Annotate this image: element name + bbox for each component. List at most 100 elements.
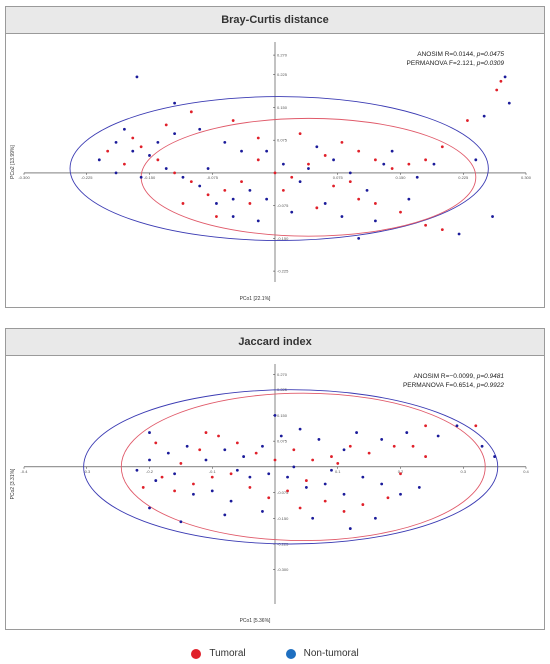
jaccard-title: Jaccard index <box>6 329 544 356</box>
bray-curtis-point-tumoral <box>248 202 252 205</box>
jaccard-point-tumoral <box>424 455 427 458</box>
bray-curtis-point-tumoral <box>348 180 352 184</box>
jaccard-point-non-tumoral <box>204 458 208 462</box>
jaccard-point-tumoral <box>292 448 296 452</box>
jaccard-point-tumoral <box>267 496 271 500</box>
jaccard-point-non-tumoral <box>279 434 283 438</box>
bray-curtis-point-non-tumoral <box>407 197 411 201</box>
bray-curtis-point-non-tumoral <box>348 171 352 175</box>
jaccard-point-non-tumoral <box>355 431 358 434</box>
bray-curtis-point-non-tumoral <box>198 184 202 188</box>
jaccard-point-non-tumoral <box>166 451 170 455</box>
jaccard-point-non-tumoral <box>380 438 384 441</box>
bray-curtis-y-tick-label: 0.075 <box>277 138 288 143</box>
bray-curtis-point-tumoral <box>424 158 427 162</box>
bray-curtis-point-non-tumoral <box>131 149 135 153</box>
jaccard-point-non-tumoral <box>223 513 227 517</box>
jaccard-point-tumoral <box>348 444 352 448</box>
bray-curtis-point-tumoral <box>357 149 361 153</box>
bray-curtis-point-tumoral <box>256 158 260 162</box>
bray-curtis-point-non-tumoral <box>374 219 377 223</box>
jaccard-point-non-tumoral <box>135 468 139 472</box>
jaccard-point-tumoral <box>411 444 415 448</box>
bray-curtis-point-non-tumoral <box>265 149 269 153</box>
bray-curtis-y-tick-label: -0.075 <box>277 203 289 208</box>
jaccard-stats-line: ANOSIM R=−0.0099, p=0.9481 <box>413 373 504 380</box>
jaccard-point-non-tumoral <box>242 455 246 458</box>
bray-curtis-point-non-tumoral <box>114 171 118 175</box>
jaccard-point-tumoral <box>474 424 478 428</box>
bray-curtis-point-non-tumoral <box>123 127 126 131</box>
bray-curtis-point-tumoral <box>399 210 402 214</box>
jaccard-point-non-tumoral <box>229 499 233 503</box>
jaccard-point-tumoral <box>323 499 327 503</box>
bray-curtis-point-tumoral <box>390 167 394 170</box>
bray-curtis-point-non-tumoral <box>491 215 494 218</box>
jaccard-y-tick-label: 0.150 <box>277 413 288 418</box>
jaccard-point-non-tumoral <box>417 486 421 489</box>
bray-curtis-ellipse-tumoral <box>140 117 477 237</box>
bray-curtis-point-non-tumoral <box>248 188 252 192</box>
bray-curtis-plot: -0.300 -0.225 -0.150 -0.075 0.075 0.150 0.225 0… <box>10 42 532 302</box>
bray-curtis-point-non-tumoral <box>265 197 269 201</box>
bray-curtis-point-tumoral <box>332 184 335 188</box>
legend-marker-tumoral <box>191 648 202 659</box>
bray-curtis-point-tumoral <box>189 110 193 114</box>
jaccard-point-tumoral <box>361 503 365 506</box>
bray-curtis-point-non-tumoral <box>139 175 143 179</box>
bray-curtis-x-tick-label: 0.225 <box>458 175 469 180</box>
bray-curtis-point-tumoral <box>440 145 444 149</box>
jaccard-point-non-tumoral <box>179 520 183 524</box>
legend-label-non-tumoral: Non-tumoral <box>303 648 359 659</box>
bray-curtis-point-tumoral <box>164 123 168 127</box>
jaccard-point-tumoral <box>342 510 346 513</box>
jaccard-point-non-tumoral <box>342 492 346 496</box>
jaccard-y-axis-title: PCo2 [3.31%] <box>10 468 16 499</box>
jaccard-point-non-tumoral <box>185 444 189 448</box>
bray-curtis-point-tumoral <box>273 171 277 175</box>
bray-curtis-stats-line: PERMANOVA F=2.121, p=0.0309 <box>407 60 505 67</box>
jaccard-point-non-tumoral <box>480 444 484 448</box>
bray-curtis-point-non-tumoral <box>173 132 177 136</box>
bray-curtis-point-non-tumoral <box>503 75 507 79</box>
jaccard-point-tumoral <box>298 506 302 510</box>
bray-curtis-point-tumoral <box>139 145 143 149</box>
bray-curtis-stats-line: ANOSIM R=0.0144, p=0.0475 <box>417 51 504 58</box>
bray-curtis-point-non-tumoral <box>365 188 369 192</box>
jaccard-x-tick-label: 0.1 <box>335 469 341 474</box>
bray-curtis-point-non-tumoral <box>156 140 160 144</box>
bray-curtis-x-tick-label: 0.300 <box>521 175 532 180</box>
bray-curtis-point-non-tumoral <box>290 210 294 214</box>
bray-curtis-point-tumoral <box>256 136 260 140</box>
bray-curtis-point-non-tumoral <box>357 236 361 240</box>
bray-curtis-x-tick-label: -0.150 <box>144 175 156 180</box>
bray-curtis-point-non-tumoral <box>231 215 235 218</box>
bray-curtis-y-tick-label: 0.225 <box>277 72 288 77</box>
bray-curtis-point-tumoral <box>495 88 499 92</box>
bray-curtis-point-tumoral <box>499 79 503 83</box>
bray-curtis-point-non-tumoral <box>315 145 319 149</box>
jaccard-point-non-tumoral <box>210 489 214 493</box>
bray-curtis-x-axis-title: PCo1 [22.1%] <box>240 296 271 302</box>
jaccard-point-non-tumoral <box>292 465 296 469</box>
jaccard-point-non-tumoral <box>261 444 264 448</box>
jaccard-x-axis-title: PCo1 [5.36%] <box>240 618 271 624</box>
bray-curtis-point-non-tumoral <box>382 162 386 166</box>
bray-curtis-x-tick-label: -0.225 <box>81 175 93 180</box>
bray-curtis-y-tick-label: -0.225 <box>277 269 289 274</box>
bray-curtis-point-non-tumoral <box>432 162 436 166</box>
jaccard-point-tumoral <box>204 431 208 434</box>
bray-curtis-point-non-tumoral <box>507 101 511 105</box>
jaccard-point-tumoral <box>336 462 340 465</box>
bray-curtis-x-tick-label: -0.075 <box>207 175 219 180</box>
bray-curtis-point-tumoral <box>374 158 377 162</box>
bray-curtis-point-tumoral <box>156 158 160 162</box>
jaccard-point-non-tumoral <box>380 482 384 486</box>
jaccard-panel: Jaccard index -0.4 -0.3 -0.2 -0.1 0.1 0.2 0.3 0… <box>5 328 545 630</box>
bray-curtis-point-tumoral <box>374 202 377 205</box>
jaccard-x-tick-label: -0.2 <box>146 469 154 474</box>
jaccard-point-tumoral <box>330 455 333 458</box>
bray-curtis-point-non-tumoral <box>231 197 235 201</box>
jaccard-point-tumoral <box>304 479 308 482</box>
bray-curtis-point-tumoral <box>189 180 193 184</box>
